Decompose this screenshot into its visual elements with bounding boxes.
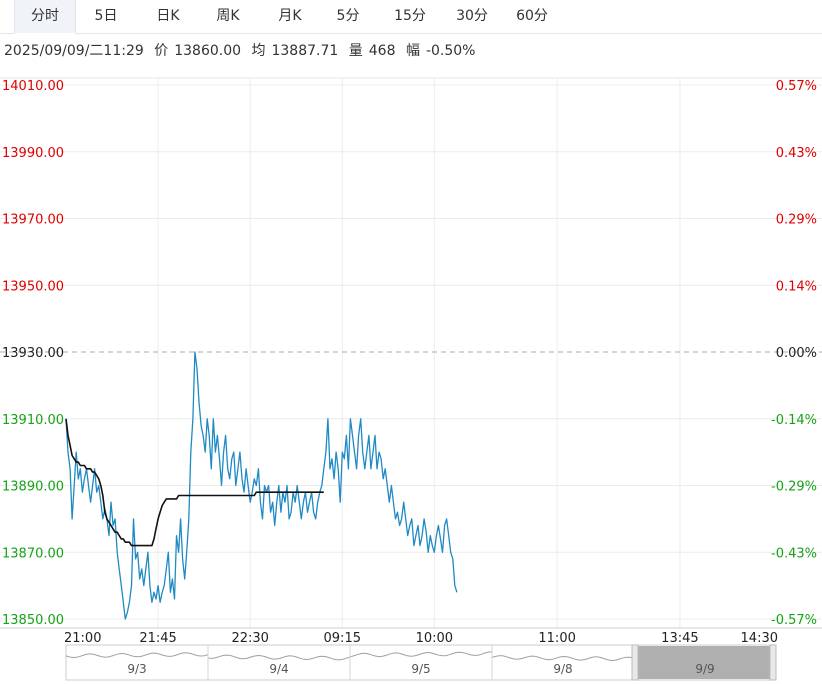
change-label: 幅 xyxy=(405,43,420,59)
y-tick-label: 13970.00 xyxy=(2,213,64,228)
price-label: 价 xyxy=(154,43,169,59)
navigator-day-label: 9/5 xyxy=(411,662,430,676)
tab-8[interactable]: 60分 xyxy=(516,8,548,24)
tab-7[interactable]: 30分 xyxy=(456,8,488,24)
avg-series-line xyxy=(65,418,324,547)
pct-tick-label: -0.29% xyxy=(771,480,817,495)
y-tick-label: 13990.00 xyxy=(2,146,64,161)
pct-tick-label: 0.00% xyxy=(776,346,817,361)
y-tick-label: 14010.00 xyxy=(2,79,64,94)
pct-tick-label: 0.14% xyxy=(776,279,817,294)
quote-datetime: 2025/09/09/二11:29 xyxy=(4,43,144,59)
navigator-handle-right[interactable] xyxy=(769,644,777,681)
tab-2[interactable]: 日K xyxy=(156,8,180,24)
tab-3[interactable]: 周K xyxy=(216,8,240,24)
navigator-day-label: 9/4 xyxy=(269,662,288,676)
pct-tick-label: 0.29% xyxy=(776,213,817,228)
change-value: -0.50% xyxy=(425,43,476,59)
tab-1[interactable]: 5日 xyxy=(94,8,118,24)
y-tick-label: 13850.00 xyxy=(2,613,64,628)
navigator-day-label: 9/8 xyxy=(553,662,572,676)
x-tick-label: 14:30 xyxy=(741,631,778,646)
navigator-day-label: 9/3 xyxy=(127,662,146,676)
pct-tick-label: -0.57% xyxy=(771,613,817,628)
y-tick-label: 13910.00 xyxy=(2,413,64,428)
y-tick-label: 13870.00 xyxy=(2,546,64,561)
price-value: 13860.00 xyxy=(174,43,242,59)
pct-tick-label: -0.43% xyxy=(771,546,817,561)
tab-0[interactable]: 分时 xyxy=(14,0,76,35)
y-tick-label: 13950.00 xyxy=(2,279,64,294)
navigator-day-label: 9/9 xyxy=(695,662,714,676)
navigator-selection xyxy=(638,646,770,679)
pct-tick-label: -0.14% xyxy=(771,413,817,428)
x-tick-label: 21:00 xyxy=(64,631,101,646)
x-tick-label: 22:30 xyxy=(231,631,268,646)
tab-4[interactable]: 月K xyxy=(278,8,302,24)
tab-6[interactable]: 15分 xyxy=(394,8,426,24)
price-series-line xyxy=(65,351,458,620)
x-tick-label: 09:15 xyxy=(324,631,361,646)
avg-label: 均 xyxy=(251,43,266,59)
volume-label: 量 xyxy=(348,43,363,59)
avg-value: 13887.71 xyxy=(271,43,339,59)
period-tab-bar: 分时 5日 日K 周K 月K 5分 15分 30分 60分 xyxy=(0,0,822,35)
tab-5[interactable]: 5分 xyxy=(336,8,360,24)
pct-tick-label: 0.43% xyxy=(776,146,817,161)
volume-value: 468 xyxy=(368,43,396,59)
x-tick-label: 11:00 xyxy=(538,631,575,646)
navigator-handle-left[interactable] xyxy=(631,644,639,681)
x-tick-label: 13:45 xyxy=(661,631,698,646)
pct-tick-label: 0.57% xyxy=(776,79,817,94)
x-tick-label: 10:00 xyxy=(416,631,453,646)
x-tick-label: 21:45 xyxy=(139,631,176,646)
y-tick-label: 13930.00 xyxy=(2,346,64,361)
y-tick-label: 13890.00 xyxy=(2,480,64,495)
